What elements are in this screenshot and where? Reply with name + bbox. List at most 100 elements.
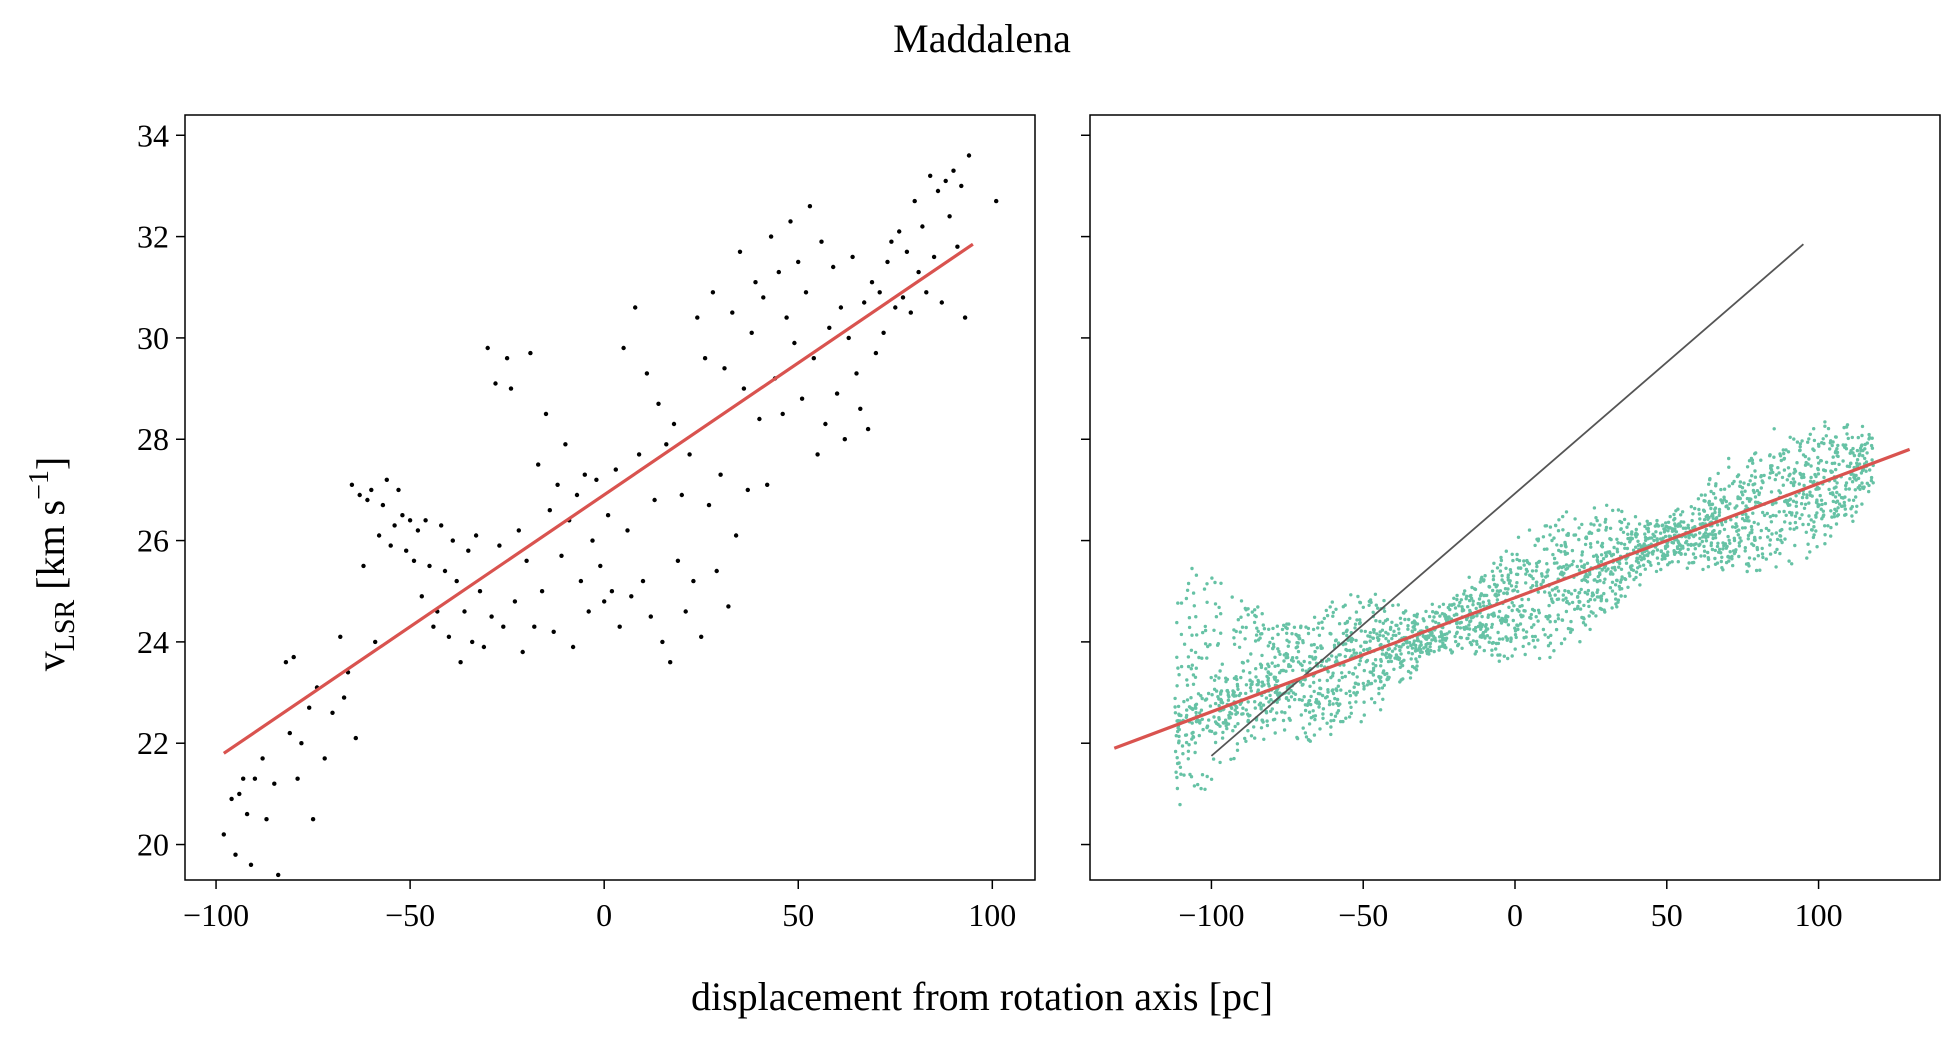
right-data-point [1844,487,1848,491]
right-data-point [1597,528,1601,532]
right-data-point [1212,687,1217,691]
right-data-point [1638,583,1642,587]
right-data-point [1762,473,1766,478]
right-data-point [1183,733,1188,737]
right-data-point [1686,523,1690,527]
right-data-point [1514,584,1518,589]
right-data-point [1827,487,1831,492]
right-data-point [1660,557,1664,561]
right-data-point [1738,536,1742,540]
right-data-point [1529,616,1533,620]
left-data-point [776,269,781,275]
right-data-point [1599,597,1604,601]
right-data-point [1809,518,1813,522]
right-data-point [1491,577,1496,582]
right-data-point [1782,509,1786,514]
right-data-point [1281,718,1286,723]
right-data-point [1386,659,1391,664]
right-data-point [1666,529,1670,533]
right-data-point [1619,594,1623,598]
right-data-point [1577,537,1581,542]
right-data-point [1300,698,1304,702]
right-data-point [1205,600,1209,604]
left-data-point [574,492,580,498]
right-data-point [1512,604,1516,608]
right-data-point [1220,736,1225,740]
right-data-point [1626,585,1630,589]
right-x-tick-label: 0 [1507,897,1523,933]
right-data-point [1517,609,1521,613]
left-data-point [796,259,801,265]
right-data-point [1711,530,1715,534]
right-data-point [1295,656,1299,660]
right-data-point [1455,593,1459,598]
right-data-point [1361,681,1366,686]
right-data-point [1727,538,1731,542]
right-data-point [1312,733,1317,737]
right-data-point [1381,634,1386,638]
right-data-point [1380,686,1385,690]
right-data-point [1498,563,1503,567]
right-data-point [1235,748,1240,752]
left-data-point [307,705,312,710]
right-data-point [1513,626,1517,630]
right-data-point [1275,624,1280,628]
right-data-point [1805,556,1809,560]
right-data-point [1752,490,1756,495]
right-data-point [1299,713,1304,717]
right-data-point [1398,648,1402,653]
right-data-point [1254,633,1259,637]
right-data-point [1516,572,1520,577]
right-data-point [1732,538,1737,543]
right-data-point [1640,551,1645,555]
right-data-point [1232,636,1236,640]
right-data-point [1824,460,1829,464]
right-data-point [1616,600,1620,604]
right-data-point [1312,642,1316,647]
right-data-point [1541,535,1546,539]
left-data-point [349,482,355,487]
right-data-point [1365,683,1370,687]
right-data-point [1830,443,1834,448]
right-data-point [1213,701,1218,706]
right-data-point [1286,644,1291,648]
right-data-point [1790,562,1794,566]
right-data-point [1651,549,1656,553]
left-data-point [299,741,304,746]
right-data-point [1554,523,1558,528]
right-data-point [1345,633,1349,638]
right-data-point [1302,695,1306,699]
right-data-point [1330,674,1335,678]
right-data-point [1610,606,1614,610]
right-data-point [1419,640,1423,644]
right-fit-line [1113,447,1911,750]
right-data-point [1792,471,1796,475]
right-data-point [1397,631,1401,635]
right-data-point [1693,525,1697,529]
right-data-point [1504,615,1508,619]
right-data-point [1843,445,1847,449]
right-data-point [1615,605,1619,609]
right-data-point [1491,612,1495,616]
right-data-point [1581,616,1586,620]
right-data-point [1173,711,1178,715]
right-data-point [1273,677,1277,681]
right-data-point [1394,623,1398,627]
right-data-point [1485,593,1489,598]
right-data-point [1447,630,1452,634]
right-data-point [1322,616,1327,621]
right-data-point [1605,503,1609,507]
right-data-point [1769,490,1774,494]
right-data-point [1829,525,1833,530]
right-data-point [1665,553,1670,557]
right-data-point [1636,557,1640,561]
right-data-point [1218,724,1222,728]
right-data-point [1225,689,1229,693]
right-data-point [1506,573,1511,577]
right-data-point [1731,549,1736,553]
right-data-point [1742,481,1746,485]
right-data-point [1848,461,1853,466]
right-data-point [1333,696,1337,701]
right-data-point [1678,547,1683,552]
right-data-point [1679,551,1683,556]
